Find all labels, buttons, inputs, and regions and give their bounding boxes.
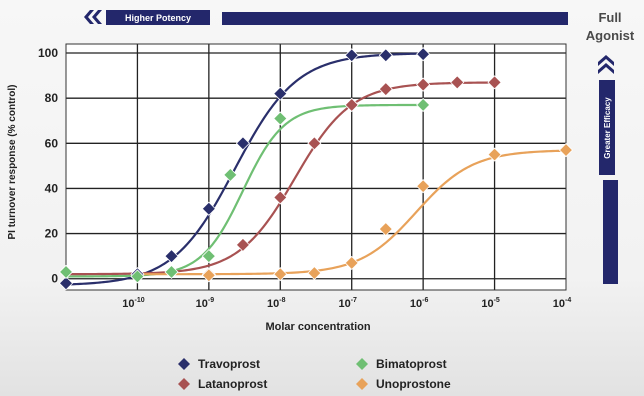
y-tick-label: 80 (45, 91, 59, 105)
y-tick-label: 40 (45, 181, 59, 195)
plot-background (66, 44, 566, 290)
x-axis-label: Molar concentration (265, 321, 370, 333)
y-tick-label: 0 (51, 272, 58, 286)
x-tick-label: 10-4 (553, 297, 572, 310)
legend-label-unoprostone: Unoprostone (376, 377, 451, 391)
point-latanoprost (344, 97, 359, 113)
plot-frame (65, 43, 567, 291)
curve-travoprost (65, 52, 424, 286)
point-latanoprost (487, 75, 502, 90)
point-travoprost (201, 201, 216, 216)
y-tick-label: 20 (45, 227, 59, 241)
point-travoprost (164, 249, 179, 264)
legend-marker-bimatoprost (356, 358, 368, 370)
markers (58, 47, 574, 291)
point-bimatoprost (58, 264, 74, 280)
point-latanoprost (273, 190, 288, 205)
point-bimatoprost (223, 167, 238, 182)
point-travoprost (58, 276, 74, 291)
point-unoprostone (378, 221, 393, 237)
x-tick-label: 10-6 (410, 297, 429, 310)
curve-bimatoprost (65, 103, 424, 278)
double-chevron-up-icon (598, 55, 614, 74)
y-tick-label: 60 (45, 136, 59, 150)
full-agonist-label-line1: Full (598, 10, 621, 25)
grid (66, 44, 566, 290)
point-latanoprost (416, 77, 431, 92)
point-unoprostone (344, 255, 359, 270)
point-unoprostone (201, 268, 216, 283)
efficacy-label-box (599, 80, 615, 175)
efficacy-bar (603, 180, 618, 284)
point-unoprostone (307, 266, 322, 281)
point-latanoprost (307, 136, 322, 151)
point-bimatoprost (273, 111, 288, 126)
point-latanoprost (235, 237, 251, 252)
x-tick-label: 10-10 (122, 297, 144, 310)
point-travoprost (416, 47, 431, 62)
legend-marker-latanoprost (178, 378, 190, 390)
point-travoprost (235, 136, 251, 151)
potency-bar (222, 12, 568, 25)
point-travoprost (273, 86, 288, 101)
x-tick-label: 10-8 (267, 297, 286, 310)
legend-marker-unoprostone (356, 378, 368, 390)
point-bimatoprost (416, 97, 431, 113)
y-tick-labels: 0 20 40 60 80 100 (38, 46, 58, 286)
x-tick-label: 10-5 (481, 297, 500, 310)
legend-label-latanoprost: Latanoprost (198, 377, 267, 391)
point-bimatoprost (130, 269, 145, 284)
x-tick-label: 10-7 (338, 297, 357, 310)
potency-label-box (106, 10, 210, 25)
point-unoprostone (558, 143, 574, 158)
point-unoprostone (273, 267, 288, 282)
legend-label-bimatoprost: Bimatoprost (376, 357, 447, 371)
point-bimatoprost (164, 264, 179, 280)
x-tick-label: 10-9 (196, 297, 215, 310)
legend: Travoprost Bimatoprost Latanoprost Unoprost… (178, 357, 451, 391)
double-chevron-left-icon (84, 10, 102, 24)
point-unoprostone (416, 179, 431, 194)
point-bimatoprost (201, 249, 216, 264)
legend-label-travoprost: Travoprost (198, 357, 260, 371)
y-tick-label: 100 (38, 46, 58, 60)
y-axis-label: PI turnover response (% control) (7, 84, 18, 239)
potency-banner: Higher Potency (84, 10, 568, 25)
point-travoprost (378, 48, 393, 63)
full-agonist-label-line2: Agonist (586, 28, 635, 43)
x-tick-labels: 10-10 10-9 10-8 10-7 10-6 10-5 10-4 (122, 297, 571, 310)
point-travoprost (344, 48, 359, 63)
point-latanoprost (450, 75, 465, 90)
point-unoprostone (487, 147, 502, 162)
point-latanoprost (378, 82, 393, 97)
potency-label: Higher Potency (125, 13, 191, 23)
legend-marker-travoprost (178, 358, 190, 370)
efficacy-label: Greater Efficacy (603, 97, 612, 159)
efficacy-banner: Full Agonist Greater Efficacy (586, 10, 635, 284)
